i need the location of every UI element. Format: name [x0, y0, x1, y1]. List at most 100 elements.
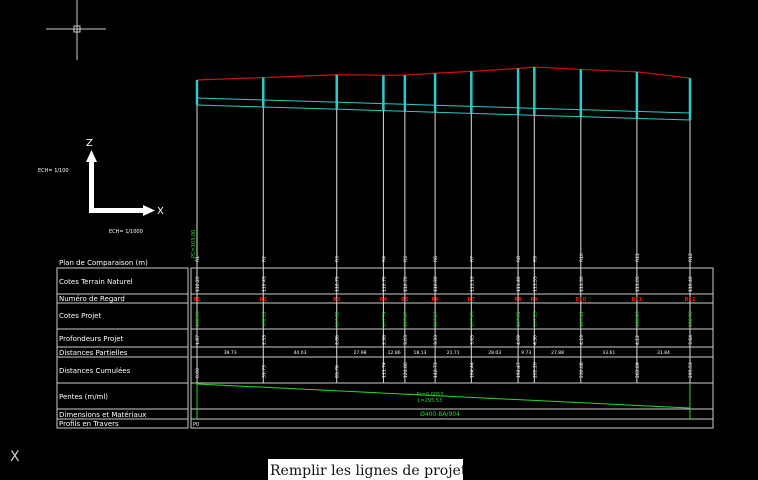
distance-partielle-value: 27.98: [354, 350, 367, 356]
distance-partielle-value: 18.13: [414, 350, 427, 356]
label-tn: Cotes Terrain Naturel: [59, 278, 133, 286]
distance-cumulee-value: 295.53: [688, 362, 694, 378]
station-id: R11: [635, 253, 641, 262]
cote-projet-value: 107.67: [403, 311, 409, 327]
distance-cumulee-value: 0.00: [195, 368, 201, 378]
cartouche-table: R1 110.20 R1 108.33 1.87 0.00 R2 110.45 R2 108.12…: [56, 253, 714, 429]
cote-tn-value: 111.05: [635, 276, 641, 292]
station-id: R9: [532, 256, 538, 262]
station-id: R5: [403, 256, 409, 262]
profondeur-value: 3.64: [688, 335, 694, 345]
station-id: R10: [579, 253, 585, 262]
numero-regard-value: R1: [193, 297, 201, 303]
profondeur-value: 3.03: [403, 335, 409, 345]
profondeur-value: 4.30: [532, 335, 538, 345]
label-profils: Profils en Travers: [59, 420, 119, 428]
distance-partielle-value: 9.73: [521, 350, 531, 356]
station-id: R7: [469, 256, 475, 262]
plan-comparaison-value: PC=103.00: [191, 230, 197, 258]
row-labels: Plan de Comparaison (m) Cotes Terrain Na…: [59, 259, 148, 428]
cote-tn-value: 110.70: [381, 276, 387, 292]
x-axis-label: X: [157, 206, 164, 217]
distance-partielle-value: 21.71: [447, 350, 460, 356]
distance-partielle-value: 39.73: [224, 350, 237, 356]
profondeur-value: 4.19: [579, 335, 585, 345]
cote-tn-value: 111.30: [579, 276, 585, 292]
cote-tn-value: 111.10: [469, 276, 475, 292]
distance-partielle-value: 28.03: [488, 350, 501, 356]
distance-partielle-value: 27.88: [551, 350, 564, 356]
distance-partielle-value: 12.86: [388, 350, 401, 356]
profils-value: P0: [193, 422, 199, 428]
profondeur-value: 3.65: [469, 335, 475, 345]
distance-partielle-value: 33.61: [602, 350, 615, 356]
pente-value: Pr=0.0053: [417, 392, 444, 398]
profondeur-value: 2.96: [381, 335, 387, 345]
numero-regard-value: R8: [514, 297, 522, 303]
numero-regard-value: R6: [431, 297, 439, 303]
station-id: R6: [433, 256, 439, 262]
cote-projet-value: 107.31: [516, 311, 522, 327]
profondeur-value: 2.33: [261, 335, 267, 345]
cote-projet-value: 108.12: [261, 311, 267, 327]
horizontal-scale-label: ECH= 1/1000: [109, 229, 143, 235]
station-id: R8: [516, 256, 522, 262]
distance-cumulee-value: 39.73: [261, 365, 267, 378]
cote-projet-value: 107.45: [469, 311, 475, 327]
command-prompt-tooltip: Remplir les lignes de projet de cartouch…: [268, 459, 463, 480]
distance-cumulee-value: 164.44: [469, 362, 475, 378]
profondeur-value: 2.86: [335, 335, 341, 345]
profondeur-value: 3.33: [433, 335, 439, 345]
distance-cumulee-value: 111.74: [381, 362, 387, 378]
dimensions-value: Ø400-BA/904: [420, 411, 460, 418]
label-dist-cumulees: Distances Cumulées: [59, 367, 131, 375]
label-projet: Cotes Projet: [59, 312, 101, 320]
label-pentes: Pentes (m/ml): [59, 393, 108, 401]
label-dist-partielles: Distances Partielles: [59, 349, 128, 357]
station-id: R3: [335, 256, 341, 262]
cote-tn-value: 111.55: [532, 276, 538, 292]
cote-projet-value: 106.93: [635, 311, 641, 327]
distance-cumulee-value: 124.60: [403, 362, 409, 378]
cote-projet-value: 107.89: [335, 311, 341, 327]
distance-cumulee-value: 192.47: [516, 362, 522, 378]
cote-projet-value: 107.74: [381, 311, 387, 327]
cote-tn-value: 110.75: [335, 276, 341, 292]
label-plan: Plan de Comparaison (m): [59, 259, 148, 267]
numero-regard-value: R3: [333, 297, 341, 303]
cote-tn-value: 110.20: [195, 276, 201, 292]
pipe-bottom-line: [196, 104, 691, 121]
station-id: R1: [195, 256, 201, 262]
pente-length: L=295.53: [418, 398, 442, 404]
distance-cumulee-value: 83.76: [335, 365, 341, 378]
station-id: R2: [261, 256, 267, 262]
label-profondeur: Profondeurs Projet: [59, 335, 124, 343]
slope-line: [196, 383, 691, 409]
cote-projet-value: 108.33: [195, 311, 201, 327]
numero-regard-value: R4: [380, 297, 388, 303]
numero-regard-value: R9: [531, 297, 539, 303]
distance-cumulee-value: 202.20: [532, 362, 538, 378]
numero-regard-value: R11: [631, 297, 642, 303]
numero-regard-value: R5: [401, 297, 409, 303]
z-axis-label: Z: [86, 138, 93, 149]
longitudinal-profile: [195, 66, 692, 383]
numero-regard-value: R12: [685, 297, 696, 303]
distance-cumulee-value: 263.69: [635, 362, 641, 378]
numero-regard-value: R10: [575, 297, 586, 303]
numero-regard-value: R7: [468, 297, 476, 303]
station-id: R12: [688, 253, 694, 262]
cote-tn-value: 111.40: [516, 276, 522, 292]
cote-projet-value: 107.25: [532, 311, 538, 327]
label-column-frame: [56, 267, 189, 429]
cote-tn-value: 110.70: [403, 276, 409, 292]
profondeur-value: 4.09: [516, 335, 522, 345]
cote-projet-value: 107.11: [579, 311, 585, 327]
ground-line: [196, 66, 691, 81]
data-column-frame: [190, 267, 714, 429]
numero-regard-value: R2: [260, 297, 268, 303]
distance-cumulee-value: 230.08: [579, 362, 585, 378]
cote-tn-value: 110.90: [433, 276, 439, 292]
profondeur-value: 4.12: [635, 335, 641, 345]
